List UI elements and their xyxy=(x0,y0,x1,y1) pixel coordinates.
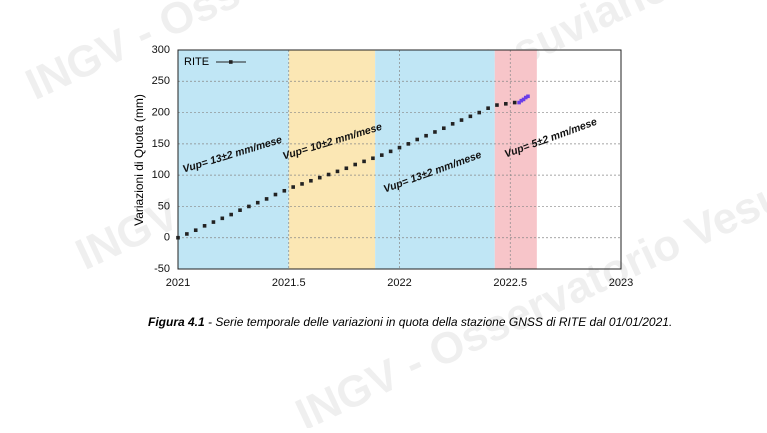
plot: -50 0 50 100 150 200 250 300 2021 2021.5 2022 2022.… xyxy=(152,44,634,289)
caption-text: - Serie temporale delle variazioni in qu… xyxy=(205,315,673,329)
point xyxy=(202,224,207,228)
point xyxy=(344,166,349,171)
point xyxy=(211,220,216,224)
point xyxy=(415,137,420,142)
point xyxy=(291,185,295,189)
y-tick-label: 0 xyxy=(164,232,170,244)
point xyxy=(388,149,393,154)
point xyxy=(282,188,287,193)
y-tick-label: 100 xyxy=(152,169,170,181)
point xyxy=(353,162,357,167)
x-tick-label: 2021 xyxy=(166,277,190,289)
y-tick-label: 200 xyxy=(152,106,170,118)
point xyxy=(519,98,524,103)
point xyxy=(300,182,304,186)
point xyxy=(433,130,437,134)
y-axis-label: Variazioni di Quota (mm) xyxy=(132,94,146,226)
caption-label: Figura 4.1 xyxy=(148,315,205,329)
point xyxy=(442,126,446,131)
point xyxy=(255,200,260,205)
point xyxy=(193,228,198,233)
x-tick-label: 2021.5 xyxy=(272,277,306,289)
point xyxy=(362,159,366,164)
point xyxy=(504,102,508,106)
point xyxy=(335,169,340,174)
band xyxy=(494,50,537,269)
band xyxy=(375,50,495,269)
point xyxy=(309,178,313,183)
point xyxy=(526,94,530,99)
band xyxy=(288,50,376,269)
point xyxy=(450,122,455,126)
point xyxy=(264,197,269,201)
legend-label: RITE xyxy=(184,56,209,68)
point xyxy=(379,153,384,157)
x-tick-label: 2022.5 xyxy=(493,277,527,289)
point xyxy=(523,95,528,100)
x-tick-label: 2022 xyxy=(387,277,411,289)
y-tick-label: 50 xyxy=(158,200,170,212)
plot-frame xyxy=(177,49,622,270)
point xyxy=(468,114,473,119)
point xyxy=(317,175,322,180)
point xyxy=(424,133,428,138)
point xyxy=(273,192,278,197)
point xyxy=(495,103,499,107)
point xyxy=(521,97,526,102)
point xyxy=(517,100,521,105)
point xyxy=(512,100,517,105)
point xyxy=(176,235,180,240)
point xyxy=(406,142,411,146)
point xyxy=(220,216,225,221)
point xyxy=(459,118,464,122)
point xyxy=(326,172,331,177)
x-tick-label: 2023 xyxy=(609,277,633,289)
y-tick-label: -50 xyxy=(154,263,170,275)
y-tick-label: 300 xyxy=(152,44,170,56)
band xyxy=(178,50,289,269)
point xyxy=(247,204,251,209)
point xyxy=(477,110,482,115)
point xyxy=(486,106,490,110)
point xyxy=(229,212,233,217)
y-tick-label: 250 xyxy=(152,75,170,87)
point xyxy=(371,156,375,161)
y-tick-label: 150 xyxy=(152,138,170,150)
point xyxy=(185,232,189,236)
legend-marker xyxy=(229,60,233,64)
point xyxy=(397,145,402,150)
caption: Figura 4.1 - Serie temporale delle varia… xyxy=(148,315,672,329)
point xyxy=(238,208,242,212)
